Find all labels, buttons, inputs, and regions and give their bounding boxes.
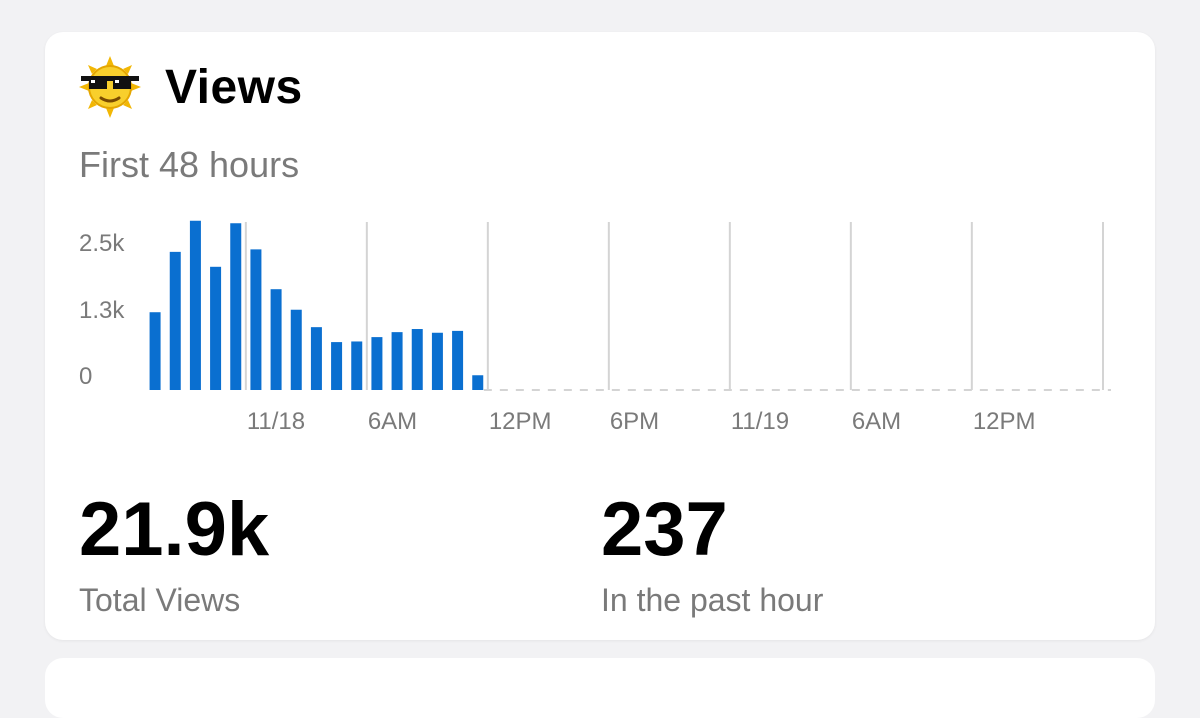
past-hour-value: 237 <box>601 487 728 572</box>
chart-bar <box>250 249 262 390</box>
chart-bar <box>189 220 201 390</box>
x-tick-label: 12PM <box>489 408 552 435</box>
views-card: Views First 48 hours 0 1.3k 2.5k 11/18 6AM 12… <box>45 32 1155 640</box>
x-tick-label: 11/18 <box>247 408 305 435</box>
views-bar-chart: 0 1.3k 2.5k 11/18 6AM 12PM 6PM 11/19 6AM 12PM <box>79 220 1111 435</box>
chart-bar <box>371 337 383 390</box>
total-views-stat: 21.9k Total Views <box>79 492 269 619</box>
card-header: Views <box>77 54 303 120</box>
x-tick-label: 6AM <box>368 408 417 435</box>
chart-bar <box>290 309 302 390</box>
card-title: Views <box>165 60 303 114</box>
past-hour-stat: 237 In the past hour <box>601 492 823 619</box>
next-card <box>45 658 1155 718</box>
total-views-label: Total Views <box>79 582 241 618</box>
chart-bar <box>351 341 363 390</box>
x-tick-label: 6PM <box>610 408 659 435</box>
sun-with-sunglasses-icon <box>79 56 141 118</box>
chart-bar <box>210 266 222 390</box>
y-tick-label: 1.3k <box>79 297 125 324</box>
chart-bar <box>310 327 322 390</box>
chart-bar <box>452 330 464 390</box>
y-tick-label: 0 <box>79 363 92 390</box>
card-subtitle: First 48 hours <box>79 144 300 185</box>
x-tick-label: 12PM <box>973 408 1036 435</box>
total-views-value: 21.9k <box>79 487 270 572</box>
chart-bar <box>149 312 161 390</box>
chart-bar <box>472 375 484 390</box>
x-tick-label: 6AM <box>852 408 901 435</box>
chart-bar <box>230 223 242 390</box>
chart-bar <box>331 342 343 390</box>
chart-bar <box>391 332 403 390</box>
x-tick-label: 11/19 <box>731 408 789 435</box>
past-hour-label: In the past hour <box>601 582 824 618</box>
chart-bar <box>411 329 423 390</box>
chart-bar <box>431 332 443 390</box>
y-tick-label: 2.5k <box>79 230 125 257</box>
chart-bar <box>270 289 282 390</box>
chart-bar <box>169 251 181 390</box>
